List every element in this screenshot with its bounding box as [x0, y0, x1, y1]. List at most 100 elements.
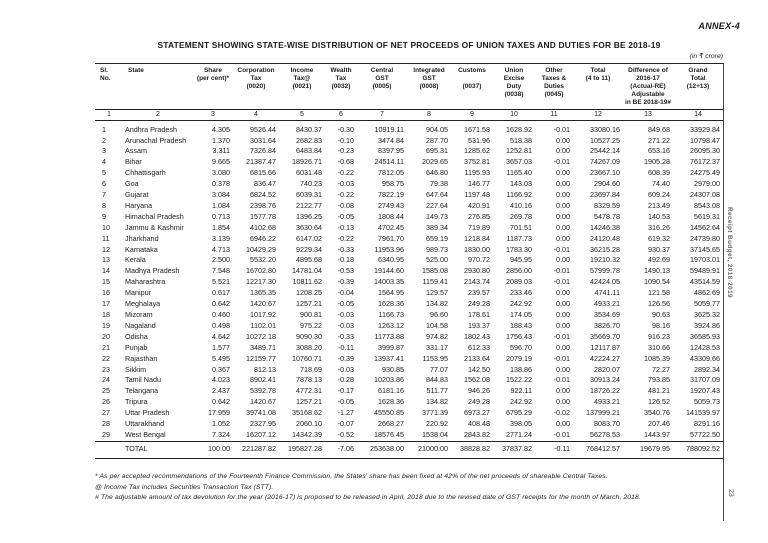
cell-value: 653.16 — [648, 146, 670, 156]
cell-value: 43514.59 — [690, 277, 720, 287]
cell-value: 719.89 — [468, 222, 490, 232]
cell-state: Andhra Pradesh — [125, 124, 177, 134]
cell-value: 74267.09 — [590, 157, 620, 167]
cell-value: 1628.92 — [506, 124, 532, 134]
cell-value: -0.23 — [337, 146, 354, 156]
cell-value: 220.92 — [426, 419, 448, 429]
cell-value: 609.24 — [648, 190, 670, 200]
table-row: 20 Odisha 4.642 10272.18 9090.30 -0.33 11773.8… — [95, 332, 723, 343]
cell-value: 646.80 — [426, 168, 448, 178]
cell-value: -0.39 — [337, 353, 354, 363]
cell-value: 6031.48 — [296, 168, 322, 178]
header-cell: Share (per cent)* — [193, 63, 233, 110]
cell-value: 126.56 — [648, 299, 670, 309]
cell-value: 134.82 — [426, 397, 448, 407]
cell-value: 178.61 — [468, 310, 490, 320]
cell-value: 1628.36 — [378, 397, 404, 407]
cell-value: 0.00 — [556, 320, 570, 330]
cell-value: 3924.86 — [694, 320, 720, 330]
cell-value: 647.64 — [426, 190, 448, 200]
cell-value: 249.28 — [468, 397, 490, 407]
cell-value: -0.05 — [337, 211, 354, 221]
cell-value: 8397.95 — [378, 146, 404, 156]
cell-value: 8291.16 — [694, 419, 720, 429]
cell-value: 3771.39 — [422, 408, 448, 418]
cell-sl-no: 3 — [102, 146, 106, 156]
cell-value: 0.00 — [556, 299, 570, 309]
cell-value: 4702.45 — [378, 222, 404, 232]
cell-value: 1396.25 — [296, 211, 322, 221]
cell-value: 0.00 — [556, 146, 570, 156]
table-row: 1 Andhra Pradesh 4.305 9526.44 8430.37 -0.30 1… — [95, 120, 723, 135]
cell-value: 3031.64 — [250, 135, 276, 145]
cell-state: Mizoram — [125, 310, 153, 320]
cell-value: 10811.62 — [292, 277, 322, 287]
cell-value: 6815.66 — [250, 168, 276, 178]
cell-value: 195827.28 — [279, 440, 325, 457]
cell-value: 718.69 — [300, 364, 322, 374]
cell-value: 900.81 — [300, 310, 322, 320]
cell-value: 5392.78 — [250, 386, 276, 396]
cell-value: -0.01 — [553, 266, 570, 276]
cell-sl-no: 28 — [102, 419, 110, 429]
cell-value: 227.64 — [426, 200, 448, 210]
cell-value: 1187.73 — [506, 233, 532, 243]
cell-value: 10798.47 — [690, 135, 720, 145]
cell-value: 19703.01 — [690, 255, 720, 265]
cell-value: 2122.77 — [296, 200, 322, 210]
cell-value: 2979.00 — [694, 179, 720, 189]
cell-value: 11773.88 — [374, 331, 404, 341]
cell-value: -0.01 — [553, 429, 570, 439]
cell-value: 4.642 — [212, 331, 230, 341]
cell-sl-no: 20 — [102, 331, 110, 341]
cell-value: 19144.60 — [374, 266, 404, 276]
cell-value: -0.53 — [337, 266, 354, 276]
cell-value: 19679.95 — [623, 440, 673, 457]
cell-value: -0.01 — [553, 353, 570, 363]
cell-value: 5059.77 — [694, 299, 720, 309]
table-row: 27 Uttar Pradesh 17.959 39741.08 35168.62 -1.… — [95, 408, 723, 419]
cell-value: 2060.10 — [296, 419, 322, 429]
cell-sl-no: 17 — [102, 299, 110, 309]
cell-value: -0.39 — [337, 277, 354, 287]
table-row: 26 Tripura 0.642 1420.67 1257.21 -0.05 1628.36… — [95, 397, 723, 408]
cell-value: 1.052 — [212, 419, 230, 429]
cell-value: 26095.30 — [690, 146, 720, 156]
cell-value: 0.713 — [212, 211, 230, 221]
cell-value: 492.69 — [648, 255, 670, 265]
cell-sl-no: 18 — [102, 310, 110, 320]
cell-value: 1671.58 — [464, 124, 490, 134]
cell-value: 193.37 — [468, 320, 490, 330]
cell-sl-no: 23 — [102, 364, 110, 374]
cell-value: 316.26 — [648, 222, 670, 232]
cell-value: 7961.70 — [378, 233, 404, 243]
cell-value: 12117.87 — [590, 342, 620, 352]
cell-value: 249.28 — [468, 299, 490, 309]
cell-value: 0.00 — [556, 397, 570, 407]
cell-value: 608.39 — [648, 168, 670, 178]
cell-value: 0.00 — [556, 386, 570, 396]
cell-state: Manipur — [125, 288, 151, 298]
header-row: Sl. No. State Share (per cent)* Corporation… — [95, 63, 723, 110]
cell-value: -0.03 — [337, 310, 354, 320]
table-row: 9 Himachal Pradesh 0.713 1577.78 1396.25 -0.0… — [95, 212, 723, 223]
table-bottom-rule — [95, 458, 723, 460]
cell-value: 2668.27 — [378, 419, 404, 429]
cell-value: 1420.67 — [250, 299, 276, 309]
cell-value: -0.05 — [337, 397, 354, 407]
cell-value: 0.642 — [212, 299, 230, 309]
table-row: 12 Karnataka 4.713 10429.29 9229.34 -0.33 1195… — [95, 245, 723, 256]
cell-value: 143.03 — [510, 179, 532, 189]
cell-value: 104.58 — [426, 320, 448, 330]
cell-value: 1577.78 — [250, 211, 276, 221]
header-cell: Central GST (0005) — [357, 63, 407, 110]
cell-value: 6946.22 — [250, 233, 276, 243]
tax-distribution-table: Sl. No. State Share (per cent)* Corporation… — [95, 63, 723, 457]
cell-value: 39741.08 — [246, 408, 276, 418]
cell-value: 10527.25 — [590, 135, 620, 145]
table-row: 18 Mizoram 0.460 1017.92 900.81 -0.03 1166.73 9… — [95, 310, 723, 321]
page-title: STATEMENT SHOWING STATE-WISE DISTRIBUTIO… — [157, 40, 661, 50]
cell-value: 922.11 — [510, 386, 532, 396]
cell-sl-no: 6 — [102, 179, 106, 189]
cell-value: 2089.03 — [506, 277, 532, 287]
